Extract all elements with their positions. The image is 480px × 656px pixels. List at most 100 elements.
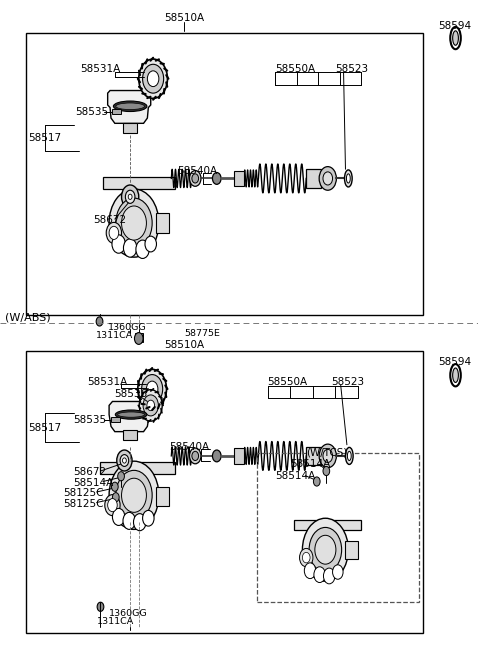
Ellipse shape: [453, 368, 458, 382]
Text: 58535: 58535: [73, 415, 107, 425]
Circle shape: [122, 458, 126, 463]
Text: 58540A: 58540A: [177, 165, 217, 176]
Circle shape: [146, 381, 158, 397]
Circle shape: [139, 59, 168, 98]
Circle shape: [302, 518, 348, 581]
Ellipse shape: [346, 447, 353, 464]
Text: 1311CA: 1311CA: [96, 617, 134, 626]
Ellipse shape: [348, 451, 351, 461]
Bar: [112, 109, 120, 114]
Circle shape: [323, 172, 333, 185]
Circle shape: [111, 482, 118, 491]
Text: 58523: 58523: [335, 64, 368, 74]
Text: 58535: 58535: [76, 106, 109, 117]
Circle shape: [138, 369, 167, 409]
Text: 58594: 58594: [438, 21, 471, 31]
Text: 58550A: 58550A: [275, 64, 315, 74]
Text: 58536: 58536: [114, 388, 147, 399]
Bar: [26, 351, 423, 633]
Text: 1311CA: 1311CA: [96, 331, 133, 340]
Text: 58531A: 58531A: [80, 64, 120, 74]
Circle shape: [109, 189, 159, 257]
Text: 1360GG: 1360GG: [108, 323, 147, 333]
Circle shape: [118, 472, 124, 481]
Bar: [156, 487, 169, 506]
Text: 58672: 58672: [93, 215, 126, 226]
Text: 58125C: 58125C: [64, 499, 104, 509]
Circle shape: [121, 478, 146, 512]
Bar: [111, 417, 120, 422]
Circle shape: [145, 236, 156, 252]
Bar: [346, 541, 358, 559]
Text: 58550A: 58550A: [267, 377, 307, 387]
Circle shape: [323, 466, 330, 476]
Circle shape: [147, 400, 155, 411]
Circle shape: [313, 477, 320, 486]
Bar: [103, 177, 175, 189]
Text: 58775E: 58775E: [184, 329, 220, 338]
Ellipse shape: [453, 31, 458, 45]
Text: (W/ABS): (W/ABS): [5, 312, 50, 323]
Text: 58125C: 58125C: [64, 488, 104, 499]
Circle shape: [97, 602, 104, 611]
Ellipse shape: [113, 101, 147, 112]
Circle shape: [116, 198, 152, 248]
Circle shape: [116, 470, 152, 520]
Circle shape: [304, 563, 316, 579]
Bar: [306, 447, 321, 465]
Bar: [234, 448, 244, 464]
Bar: [234, 171, 244, 186]
Circle shape: [121, 206, 146, 240]
Circle shape: [139, 390, 162, 421]
Circle shape: [108, 499, 117, 512]
Circle shape: [123, 239, 137, 257]
Bar: [156, 213, 169, 233]
Circle shape: [133, 514, 146, 531]
Ellipse shape: [450, 27, 461, 49]
Bar: [123, 123, 137, 133]
Circle shape: [112, 493, 119, 502]
Circle shape: [112, 235, 125, 253]
Text: 58514A: 58514A: [275, 470, 315, 481]
Bar: [257, 453, 419, 602]
Circle shape: [112, 508, 125, 525]
Circle shape: [300, 548, 313, 567]
Circle shape: [121, 185, 139, 209]
Text: 58672: 58672: [73, 467, 107, 478]
Circle shape: [323, 449, 333, 462]
Bar: [306, 169, 321, 188]
Circle shape: [142, 375, 163, 403]
Bar: [100, 462, 175, 474]
Circle shape: [120, 455, 129, 466]
Circle shape: [147, 71, 159, 87]
Circle shape: [190, 448, 201, 464]
Ellipse shape: [116, 103, 144, 110]
Circle shape: [315, 535, 336, 564]
Bar: [26, 33, 423, 315]
Circle shape: [128, 194, 132, 199]
Ellipse shape: [347, 174, 350, 183]
Circle shape: [309, 527, 342, 572]
Bar: [294, 520, 361, 530]
Circle shape: [302, 552, 310, 563]
Text: 58531A: 58531A: [87, 377, 128, 387]
Polygon shape: [109, 401, 149, 432]
Circle shape: [213, 173, 221, 184]
Ellipse shape: [450, 364, 461, 386]
Circle shape: [117, 450, 132, 471]
Circle shape: [324, 568, 335, 584]
Text: 58540A: 58540A: [169, 442, 209, 453]
Circle shape: [192, 174, 199, 183]
Circle shape: [136, 240, 149, 258]
Circle shape: [319, 444, 336, 468]
Bar: [135, 333, 143, 342]
Text: 58514A: 58514A: [290, 459, 331, 470]
Text: 58594: 58594: [438, 357, 471, 367]
Ellipse shape: [115, 410, 147, 419]
Circle shape: [96, 317, 103, 326]
Text: 58523: 58523: [332, 377, 365, 387]
Circle shape: [213, 450, 221, 462]
Text: 1360GG: 1360GG: [109, 609, 148, 618]
Circle shape: [143, 395, 158, 416]
Circle shape: [106, 222, 121, 243]
